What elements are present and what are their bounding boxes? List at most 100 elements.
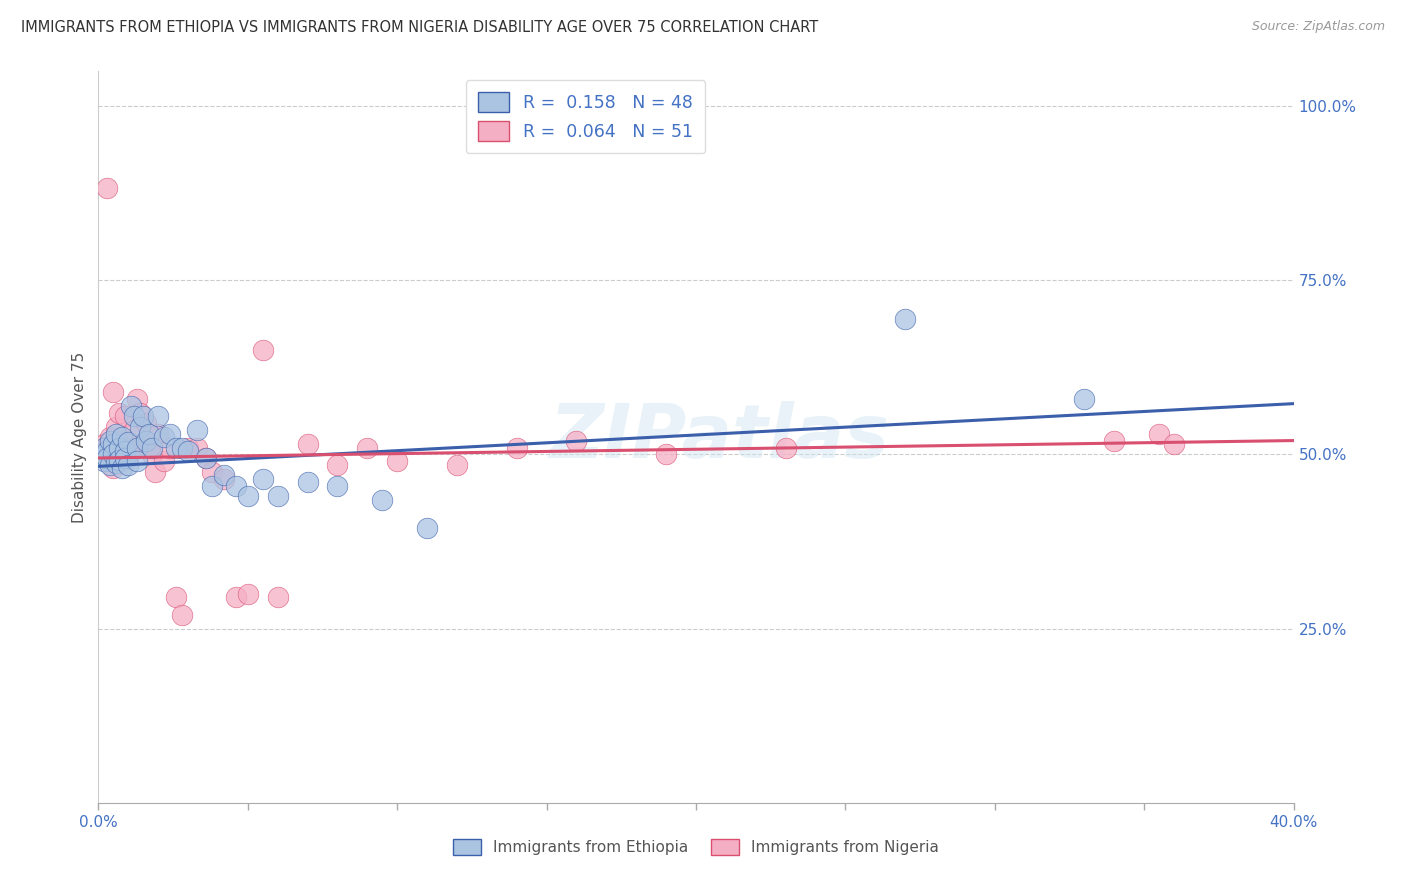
Point	[129, 406, 152, 420]
Point	[141, 441, 163, 455]
Point	[252, 343, 274, 357]
Point	[98, 458, 122, 472]
Point	[96, 181, 118, 195]
Point	[93, 454, 115, 468]
Point	[120, 441, 142, 455]
Point	[148, 426, 170, 441]
Point	[267, 591, 290, 605]
Text: IMMIGRANTS FROM ETHIOPIA VS IMMIGRANTS FROM NIGERIA DISABILITY AGE OVER 75 CORRE: IMMIGRANTS FROM ETHIOPIA VS IMMIGRANTS F…	[21, 20, 818, 35]
Point	[655, 448, 678, 462]
Point	[117, 450, 139, 465]
Point	[138, 441, 160, 455]
Point	[103, 437, 125, 451]
Point	[127, 441, 149, 455]
Point	[212, 472, 235, 486]
Point	[98, 434, 122, 448]
Point	[111, 454, 134, 468]
Point	[1147, 426, 1170, 441]
Point	[177, 444, 200, 458]
Text: Source: ZipAtlas.com: Source: ZipAtlas.com	[1251, 20, 1385, 33]
Point	[236, 587, 259, 601]
Point	[186, 423, 208, 437]
Point	[165, 591, 187, 605]
Point	[114, 409, 136, 424]
Point	[506, 441, 529, 455]
Point	[297, 475, 319, 490]
Point	[108, 453, 131, 467]
Point	[225, 591, 247, 605]
Point	[172, 441, 194, 455]
Point	[165, 441, 187, 455]
Point	[267, 489, 290, 503]
Point	[117, 434, 139, 449]
Point	[93, 450, 115, 465]
Point	[96, 441, 118, 455]
Point	[326, 479, 349, 493]
Point	[177, 441, 200, 455]
Point	[1163, 437, 1185, 451]
Point	[108, 448, 131, 462]
Point	[114, 450, 136, 465]
Point	[201, 465, 224, 479]
Point	[135, 416, 157, 430]
Point	[153, 454, 176, 468]
Point	[132, 437, 155, 451]
Point	[124, 409, 146, 424]
Point	[1104, 434, 1126, 448]
Point	[93, 437, 115, 451]
Point	[93, 441, 115, 455]
Point	[297, 437, 319, 451]
Point	[141, 448, 163, 462]
Point	[124, 423, 146, 437]
Point	[143, 465, 166, 479]
Point	[96, 450, 118, 465]
Point	[111, 430, 134, 444]
Point	[114, 441, 136, 455]
Point	[565, 434, 588, 448]
Point	[416, 521, 439, 535]
Point	[385, 454, 409, 468]
Point	[159, 441, 181, 455]
Point	[103, 384, 125, 399]
Point	[1073, 392, 1095, 406]
Point	[96, 444, 118, 458]
Point	[103, 461, 125, 475]
Point	[775, 441, 797, 455]
Y-axis label: Disability Age Over 75: Disability Age Over 75	[72, 351, 87, 523]
Point	[894, 311, 917, 326]
Point	[212, 468, 235, 483]
Point	[105, 419, 128, 434]
Point	[129, 419, 152, 434]
Point	[172, 607, 194, 622]
Point	[153, 430, 176, 444]
Point	[120, 399, 142, 413]
Point	[195, 450, 218, 465]
Point	[195, 450, 218, 465]
Point	[98, 430, 122, 444]
Point	[103, 448, 125, 462]
Point	[111, 434, 134, 448]
Point	[90, 448, 112, 462]
Point	[326, 458, 349, 472]
Point	[105, 456, 128, 470]
Point	[108, 441, 131, 455]
Point	[90, 444, 112, 458]
Point	[236, 489, 259, 503]
Point	[127, 392, 149, 406]
Point	[148, 409, 170, 424]
Point	[132, 409, 155, 424]
Text: ZIPatlas: ZIPatlas	[550, 401, 890, 474]
Point	[252, 472, 274, 486]
Point	[117, 458, 139, 472]
Point	[159, 426, 181, 441]
Point	[105, 426, 128, 441]
Point	[186, 441, 208, 455]
Point	[135, 434, 157, 448]
Point	[225, 479, 247, 493]
Legend: Immigrants from Ethiopia, Immigrants from Nigeria: Immigrants from Ethiopia, Immigrants fro…	[447, 833, 945, 861]
Point	[114, 444, 136, 458]
Point	[108, 406, 131, 420]
Point	[446, 458, 468, 472]
Point	[371, 492, 394, 507]
Point	[127, 454, 149, 468]
